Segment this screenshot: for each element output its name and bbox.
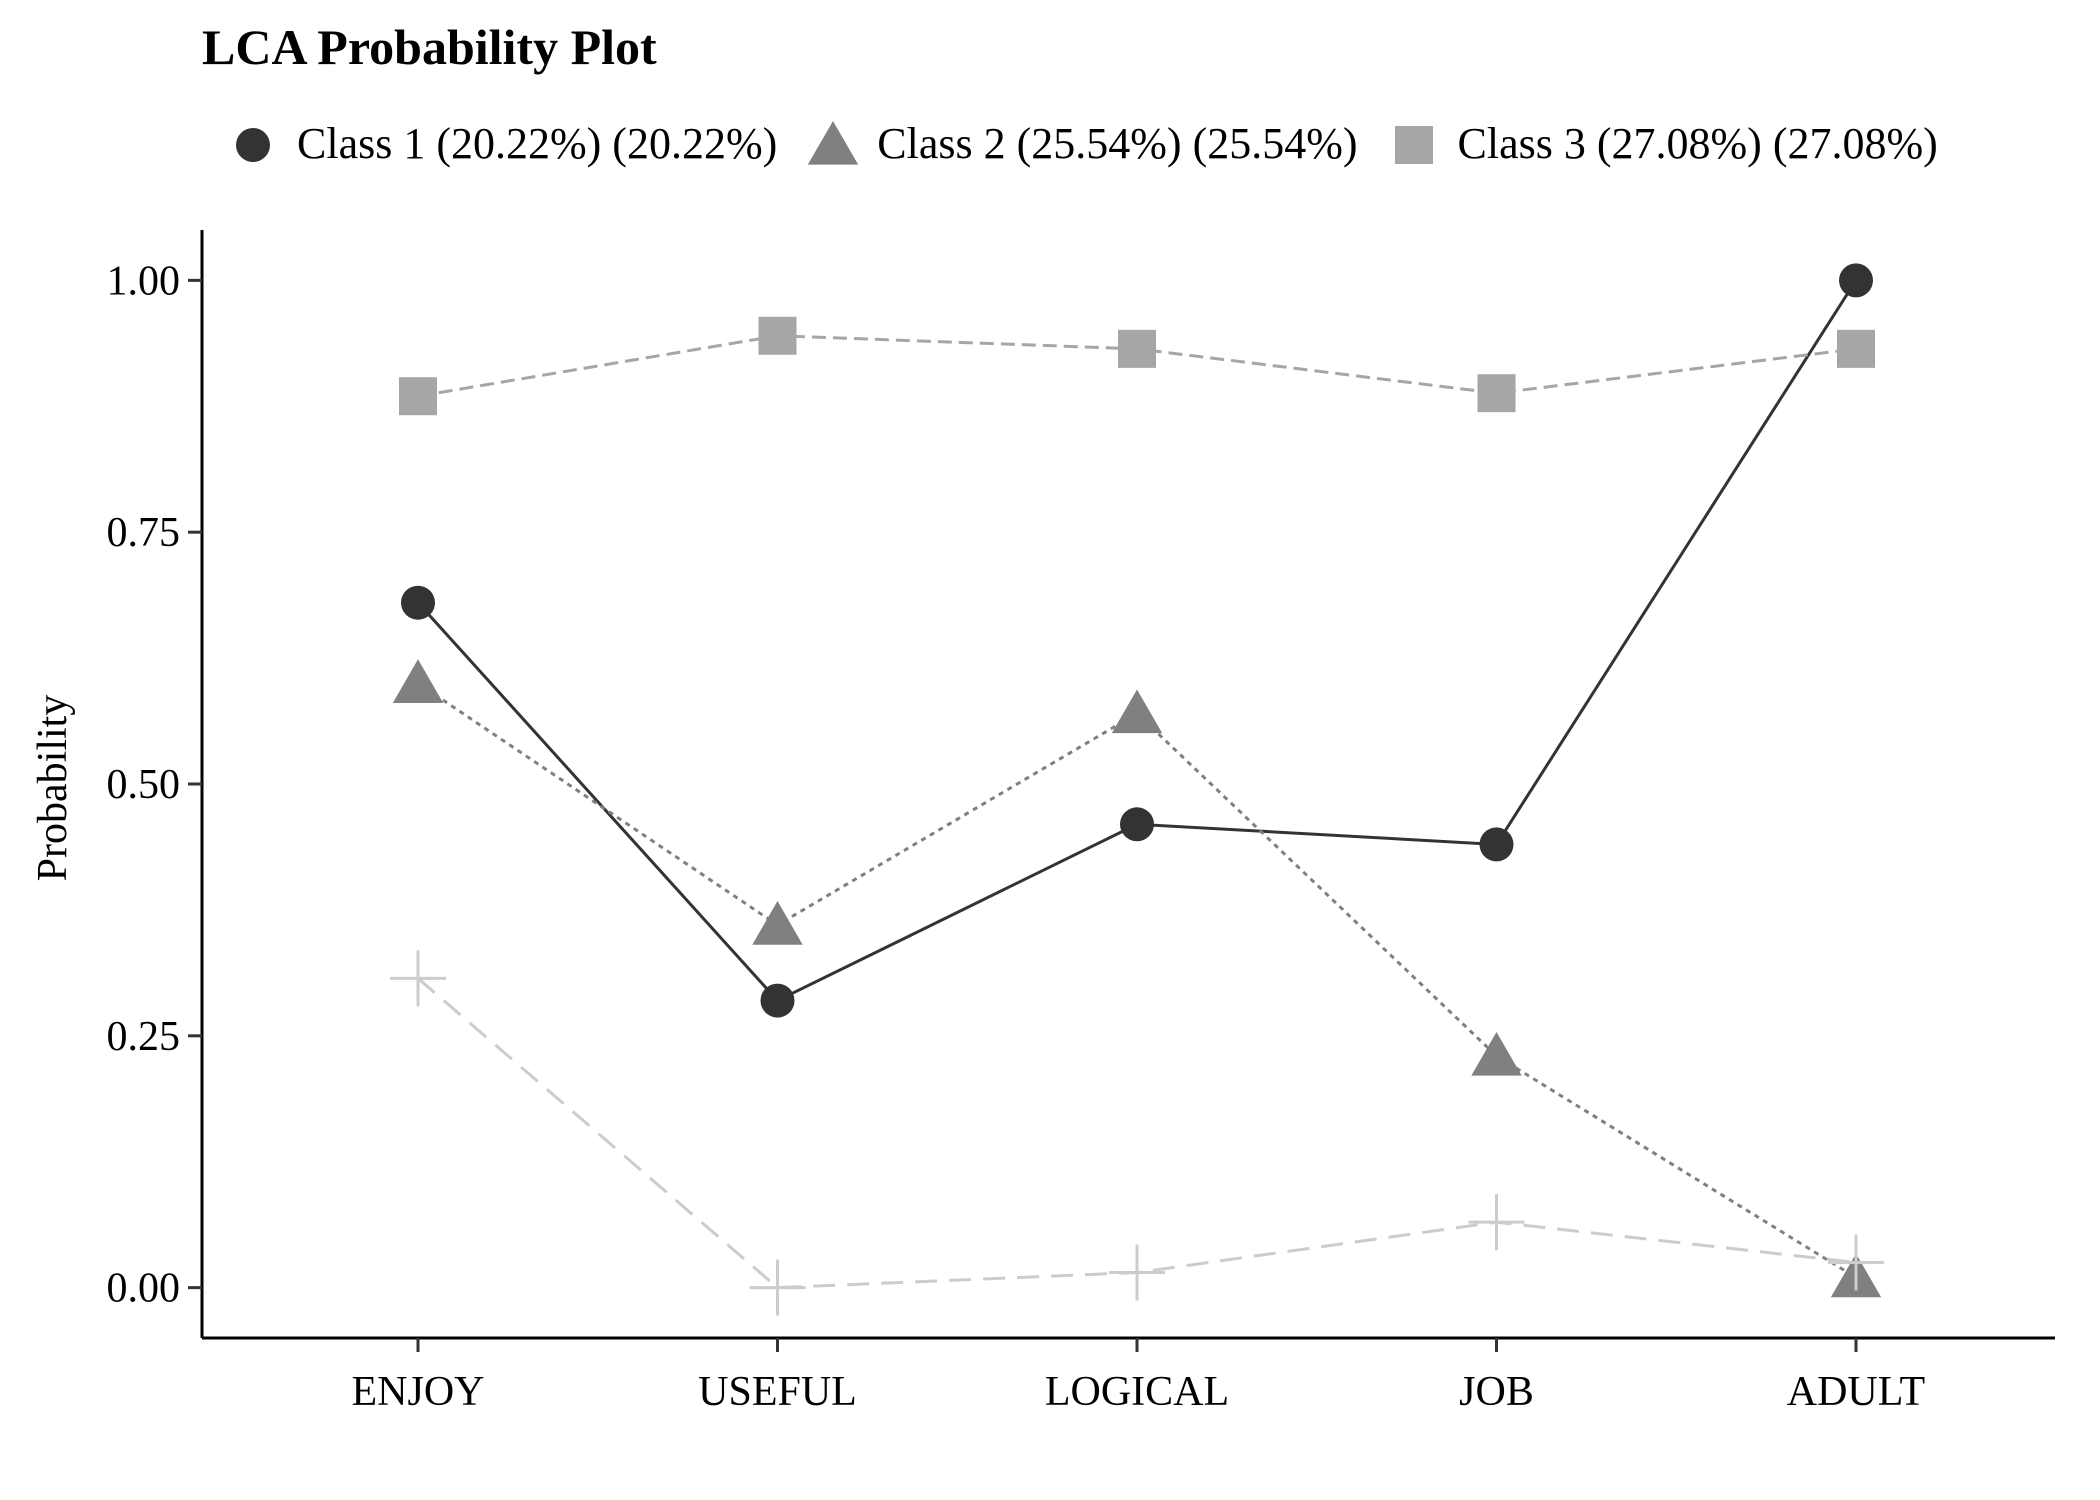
x-tick-label: JOB xyxy=(1459,1369,1534,1415)
legend-item: Class 1 (20.22%) (20.22%) xyxy=(225,115,777,171)
series-2-line xyxy=(417,682,1857,1279)
series-markers xyxy=(390,263,1884,1316)
y-tick-label: 0.00 xyxy=(107,1266,181,1312)
legend-key-triangle-icon xyxy=(808,121,859,165)
series-3-point xyxy=(758,316,797,355)
series-3-point xyxy=(1477,374,1516,413)
legend-item: Class 3 (27.08%) (27.08%) xyxy=(1386,115,1938,171)
tick-labels: 0.00 0.25 0.50 0.75 1.00 ENJOY USEFUL LOGICAL JO… xyxy=(107,258,1926,1415)
series-3-point xyxy=(1118,329,1156,368)
y-tick-label: 0.25 xyxy=(107,1014,181,1060)
y-tick-label: 0.50 xyxy=(107,762,181,808)
x-tick-label: LOGICAL xyxy=(1045,1369,1229,1415)
legend-item: Class 2 (25.54%) (25.54%) xyxy=(805,115,1358,171)
series-1-point xyxy=(1839,263,1873,298)
series-1-line xyxy=(416,279,1858,1003)
series-4-point xyxy=(1828,1234,1884,1291)
legend-label: Class 2 (25.54%) (25.54%) xyxy=(877,118,1358,168)
chart-title: LCA Probability Plot xyxy=(202,19,657,75)
series-4-point xyxy=(1109,1244,1165,1301)
series-2-point xyxy=(752,901,803,945)
axes xyxy=(188,230,2055,1352)
x-tick-label: ENJOY xyxy=(352,1369,485,1415)
legend: Class 1 (20.22%) (20.22%) Class 2 (25.54%… xyxy=(225,108,2100,178)
legend-label: Class 3 (27.08%) (27.08%) xyxy=(1457,118,1938,168)
series-4-line xyxy=(417,977,1857,1290)
legend-key-circle-icon xyxy=(236,128,270,162)
series-1-point xyxy=(1120,807,1154,842)
series-2-point xyxy=(392,659,444,703)
series-4-point xyxy=(749,1259,806,1316)
series-4-point xyxy=(390,950,446,1007)
series-4-point xyxy=(1468,1194,1525,1251)
series-2-point xyxy=(1471,1031,1522,1076)
series-1-point xyxy=(401,585,435,620)
y-tick-label: 1.00 xyxy=(107,258,181,304)
y-tick-label: 0.75 xyxy=(107,510,181,556)
series-3-point xyxy=(1837,329,1875,368)
series-1-point xyxy=(760,983,795,1018)
series-3-point xyxy=(399,377,437,416)
series-lines xyxy=(416,279,1858,1290)
legend-label: Class 1 (20.22%) (20.22%) xyxy=(297,118,778,168)
series-2-point xyxy=(1111,689,1163,734)
x-tick-label: ADULT xyxy=(1787,1369,1925,1415)
y-axis-title: Probability xyxy=(30,695,76,882)
x-tick-label: USEFUL xyxy=(698,1369,857,1415)
legend-key-square-icon xyxy=(1394,126,1433,164)
series-1-point xyxy=(1479,827,1514,862)
